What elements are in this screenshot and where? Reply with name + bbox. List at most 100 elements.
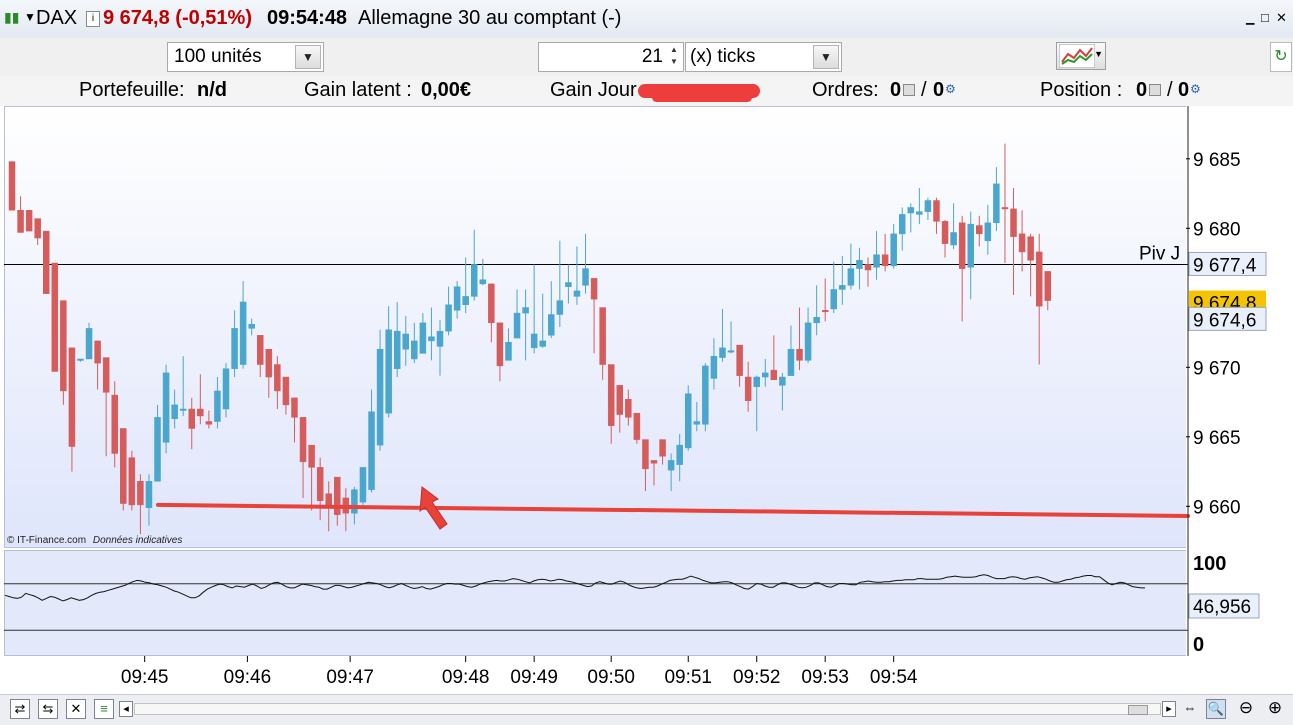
maximize-icon[interactable]: □	[1261, 10, 1269, 25]
candle	[710, 338, 718, 390]
candle-body	[316, 467, 324, 501]
time-axis	[0, 656, 1293, 694]
candle-body	[42, 230, 50, 294]
candle	[881, 233, 889, 272]
candle	[299, 417, 307, 498]
candle-body	[393, 330, 401, 369]
zoom-fit-icon[interactable]: 🔍	[1206, 699, 1226, 719]
candle	[950, 203, 957, 250]
chevron-down-icon[interactable]: ▼	[1094, 49, 1103, 59]
candle	[958, 215, 966, 322]
candle	[222, 363, 230, 418]
x-tick-label: 09:51	[664, 667, 712, 688]
symbol-label: DAX	[36, 7, 78, 29]
crosshair-arrow-icon[interactable]: ⇄	[10, 699, 30, 719]
window-icon[interactable]	[1149, 84, 1161, 96]
candle-body	[530, 333, 538, 349]
candle	[256, 335, 264, 378]
chevron-down-icon[interactable]: ▼	[295, 45, 321, 69]
candle	[530, 264, 538, 354]
gear-icon[interactable]: ⚙	[1190, 82, 1201, 96]
dropdown-arrow-icon[interactable]: ▼	[24, 10, 36, 24]
shuffle-icon[interactable]: ⇆	[38, 699, 58, 719]
candle-body	[599, 307, 606, 365]
zoom-out-icon[interactable]: ⊖	[1238, 698, 1254, 717]
chart-type-button[interactable]: ▼	[1056, 42, 1106, 70]
ticks-unit-select[interactable]: (x) ticks ▼	[685, 42, 842, 72]
minimize-icon[interactable]: ▁	[1246, 13, 1255, 25]
chevron-down-icon[interactable]: ▼	[813, 45, 839, 69]
list-icon[interactable]: ≡	[94, 699, 114, 719]
candle	[376, 329, 384, 451]
candle	[94, 340, 101, 390]
candle	[411, 322, 418, 364]
cross-icon[interactable]: ✕	[66, 699, 86, 719]
ticks-stepper[interactable]: 21 ▲ ▼	[538, 42, 684, 72]
candle	[8, 161, 16, 211]
candle-body	[890, 233, 897, 267]
candle	[231, 310, 238, 378]
candle	[496, 322, 504, 382]
stepper-icon[interactable]: ▲ ▼	[670, 45, 678, 66]
candle-body	[453, 286, 461, 311]
candle-body	[898, 214, 906, 235]
refresh-icon[interactable]: ↻	[1270, 42, 1292, 72]
candle-body	[205, 421, 213, 425]
candle	[513, 289, 521, 339]
candle-body	[154, 417, 161, 482]
info-icon[interactable]: i	[86, 11, 100, 27]
price-panel[interactable]	[4, 106, 1190, 548]
scroll-right-button[interactable]: ▸	[1162, 701, 1176, 717]
candle-body	[864, 264, 872, 271]
candle	[68, 347, 76, 472]
candle	[1044, 271, 1052, 311]
zoom-in-icon[interactable]: ⊕	[1267, 698, 1283, 717]
candle-body	[916, 211, 923, 215]
candle	[804, 307, 812, 364]
candle-body	[334, 476, 341, 515]
candle-body	[479, 279, 487, 285]
candle-body	[256, 335, 264, 365]
candle	[462, 257, 469, 314]
candle	[933, 197, 940, 234]
close-icon[interactable]: ✕	[1276, 10, 1287, 25]
gain-latent-value: 0,00€	[421, 79, 472, 101]
window-icon[interactable]	[903, 84, 915, 96]
candle-body	[625, 399, 632, 418]
gear-icon[interactable]: ⚙	[945, 82, 956, 96]
candle-body	[736, 344, 743, 376]
candle	[693, 402, 701, 432]
candle-body	[847, 268, 855, 286]
candle-body	[710, 355, 718, 379]
candle-body	[51, 262, 59, 372]
price-axis	[1186, 106, 1293, 656]
candle-body	[145, 481, 153, 508]
candle-body	[762, 372, 769, 378]
candles-icon[interactable]: ▮▮	[4, 9, 20, 25]
quantity-select[interactable]: 100 unités ▼	[167, 42, 324, 72]
candle	[1035, 233, 1043, 365]
candle	[864, 257, 872, 287]
candle-body	[839, 285, 846, 290]
horizontal-scrollbar[interactable]	[134, 703, 1161, 715]
candle-body	[17, 209, 24, 233]
candle	[1018, 210, 1026, 272]
candle	[316, 457, 324, 521]
candlestick-chart[interactable]: 9 685 9 680 9 670 9 665 9 660 Piv J 9 677,4 9 6…	[0, 0, 1293, 694]
candle	[719, 308, 726, 362]
time-label: 09:54:48	[267, 7, 348, 29]
candle-body	[462, 296, 469, 306]
fit-width-icon[interactable]: ⇔	[1183, 700, 1197, 715]
candle-body	[102, 357, 110, 393]
candle-body	[590, 278, 598, 300]
scroll-left-button[interactable]: ◂	[119, 701, 133, 717]
indicator-current-value: 46,956	[1193, 597, 1251, 618]
candle-body	[359, 467, 367, 503]
candle	[898, 207, 906, 251]
candle	[565, 264, 572, 304]
candle-body	[539, 340, 546, 347]
candle	[334, 476, 341, 526]
candle	[197, 374, 204, 425]
position-value-b: 0	[1178, 79, 1190, 101]
scrollbar-thumb[interactable]	[1128, 705, 1148, 715]
